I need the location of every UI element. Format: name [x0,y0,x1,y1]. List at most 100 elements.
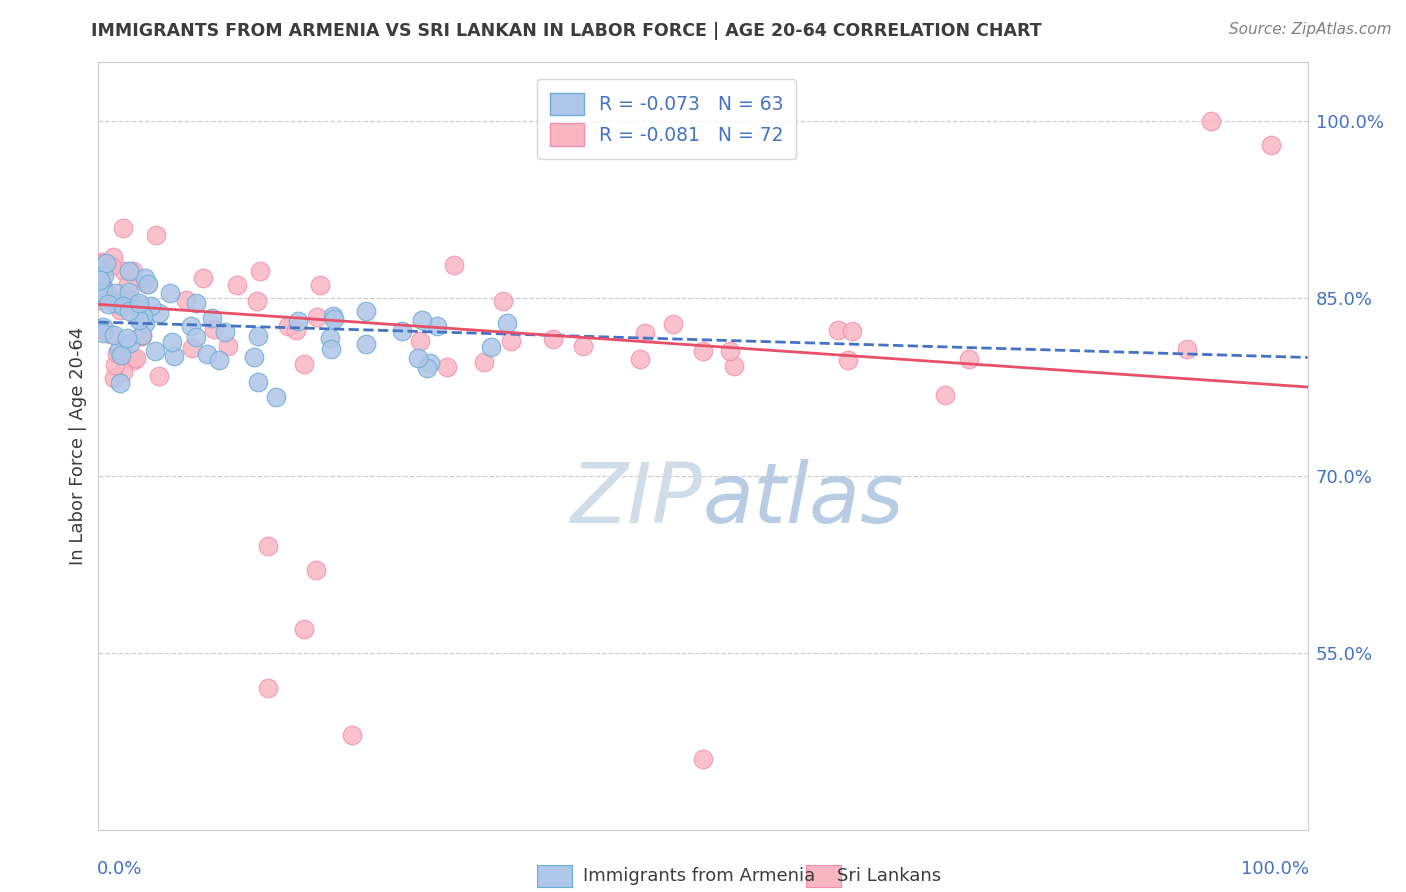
Point [91,283,114,297]
Point [479,340,502,354]
Point [309,277,332,292]
Point [148,368,170,383]
Point [541,332,564,346]
Point [342,728,364,742]
Point [247,376,270,390]
Point [214,325,236,339]
Point [159,285,181,300]
Point [284,323,307,337]
Point [100,259,122,273]
Point [91,279,114,293]
Point [103,327,125,342]
Point [108,376,131,390]
Point [128,312,150,326]
Point [436,359,458,374]
Point [105,346,128,360]
Point [1175,343,1198,357]
Point [957,351,980,366]
Point [108,303,131,318]
Point [472,355,495,369]
Point [180,319,202,334]
Point [243,351,266,365]
Point [181,341,204,355]
Text: atlas: atlas [703,459,904,541]
Point [132,310,155,324]
Point [110,348,132,362]
Point [692,343,714,358]
Point [827,323,849,337]
Point [96,287,118,301]
Text: Immigrants from Armenia: Immigrants from Armenia [583,867,815,885]
Point [125,351,148,365]
Point [89,263,111,277]
Point [628,351,651,366]
Point [118,285,141,299]
Point [492,294,515,309]
Point [97,297,120,311]
Point [89,273,111,287]
Point [718,344,741,359]
Point [305,563,328,577]
Point [91,285,114,300]
Point [143,343,166,358]
Point [98,326,121,341]
Point [195,347,218,361]
Point [148,306,170,320]
Point [89,293,111,308]
Text: Sri Lankans: Sri Lankans [837,867,941,885]
Point [93,281,115,295]
Point [841,324,863,338]
Point [104,358,127,372]
Text: ZIP: ZIP [571,459,703,541]
Point [496,316,519,330]
Point [160,334,183,349]
Point [89,262,111,277]
Point [426,318,449,333]
Point [246,328,269,343]
Point [572,339,595,353]
Point [136,277,159,292]
Point [127,298,149,312]
Point [201,311,224,326]
Point [307,310,329,324]
Point [723,359,745,373]
Text: 0.0%: 0.0% [97,860,142,879]
Point [184,330,207,344]
Point [103,371,125,385]
Point [131,329,153,343]
Point [118,304,141,318]
Point [292,357,315,371]
Point [837,353,859,368]
Point [145,227,167,242]
Point [117,277,139,291]
Point [249,264,271,278]
Point [934,388,956,402]
Point [163,349,186,363]
Text: 100.0%: 100.0% [1240,860,1309,879]
Point [322,310,344,324]
Point [131,327,153,342]
Point [443,258,465,272]
Point [256,681,278,695]
Point [93,324,115,338]
Point [91,326,114,341]
Point [692,752,714,766]
Point [111,220,134,235]
Point [117,331,139,345]
Point [94,256,117,270]
Point [108,343,131,357]
Point [256,539,278,553]
Point [184,296,207,310]
Point [266,390,288,404]
Point [122,352,145,367]
Point [134,316,156,330]
Point [104,286,127,301]
Point [416,361,439,376]
Point [141,299,163,313]
Point [292,622,315,636]
Point [93,268,115,282]
Point [135,277,157,291]
Point [90,255,112,269]
Point [90,257,112,271]
Point [323,312,346,326]
